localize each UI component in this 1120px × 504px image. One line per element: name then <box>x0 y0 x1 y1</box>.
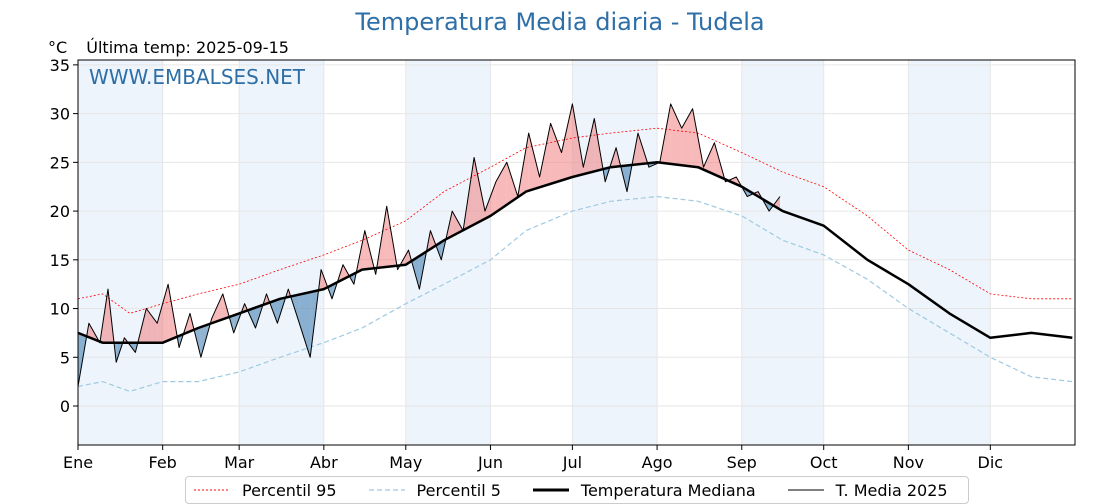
y-tick-label: 15 <box>50 251 70 270</box>
legend-swatch-p5 <box>369 485 405 495</box>
legend-label-p5: Percentil 5 <box>417 481 501 500</box>
x-tick-label: Ene <box>63 453 93 472</box>
legend-swatch-median <box>533 485 569 495</box>
legend-item-median: Temperatura Mediana <box>533 481 756 500</box>
month-band <box>406 60 491 445</box>
x-tick-label: Dic <box>978 453 1004 472</box>
legend-swatch-p95 <box>194 485 230 495</box>
y-tick-label: 10 <box>50 300 70 319</box>
legend-item-current: T. Media 2025 <box>788 481 948 500</box>
month-band <box>239 60 324 445</box>
x-tick-label: Feb <box>149 453 177 472</box>
y-tick-label: 20 <box>50 202 70 221</box>
month-band <box>742 60 824 445</box>
anomaly-above-fill <box>562 104 573 180</box>
legend-label-p95: Percentil 95 <box>242 481 337 500</box>
x-tick-label: Ago <box>642 453 673 472</box>
x-tick-label: Jul <box>562 453 582 472</box>
legend-label-current: T. Media 2025 <box>836 481 948 500</box>
x-tick-label: Abr <box>310 453 338 472</box>
y-tick-label: 35 <box>50 56 70 75</box>
x-tick-label: May <box>389 453 422 472</box>
x-tick-label: Mar <box>224 453 255 472</box>
month-band <box>572 60 657 445</box>
x-tick-label: Sep <box>727 453 757 472</box>
y-tick-label: 0 <box>60 397 70 416</box>
y-tick-label: 5 <box>60 348 70 367</box>
month-band <box>908 60 990 445</box>
temperature-chart: 0 5 10 15 20 25 30 35 Ene Feb Mar Abr May Jun Jul Ago Se… <box>0 0 1120 476</box>
legend-item-p95: Percentil 95 <box>194 481 337 500</box>
watermark: WWW.EMBALSES.NET <box>89 65 306 89</box>
legend-label-median: Temperatura Mediana <box>581 481 756 500</box>
y-tick-label: 30 <box>50 105 70 124</box>
y-tick-label: 25 <box>50 153 70 172</box>
x-tick-label: Oct <box>810 453 838 472</box>
anomaly-above-fill <box>551 123 562 183</box>
anomaly-above-fill <box>682 109 693 167</box>
legend-item-p5: Percentil 5 <box>369 481 501 500</box>
x-tick-label: Nov <box>893 453 924 472</box>
legend-swatch-current <box>788 485 824 495</box>
month-band <box>78 60 163 445</box>
x-tick-label: Jun <box>477 453 503 472</box>
